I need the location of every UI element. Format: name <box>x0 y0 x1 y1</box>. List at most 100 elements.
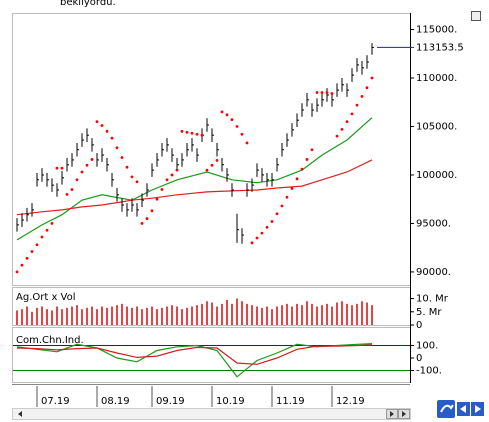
scrollbar[interactable] <box>12 408 411 420</box>
volume-bar <box>256 306 258 325</box>
y-tick-label: 10. Mr <box>416 294 449 305</box>
sar-dot <box>300 167 304 171</box>
volume-bar <box>81 309 83 325</box>
sar-dot <box>240 132 244 136</box>
volume-bar <box>246 303 248 325</box>
sar-dot <box>145 217 149 220</box>
sar-dot <box>345 120 349 124</box>
volume-bar <box>151 306 153 325</box>
sar-dot <box>225 113 229 117</box>
volume-bar <box>351 305 353 325</box>
x-tick-label: 10.19 <box>216 396 245 407</box>
sar-dot <box>120 156 124 159</box>
volume-bar <box>181 309 183 325</box>
sar-dot <box>280 204 284 208</box>
volume-bar <box>196 305 198 325</box>
sar-dot <box>180 129 184 133</box>
scroll-right[interactable] <box>390 411 394 417</box>
volume-bar <box>321 305 323 325</box>
sar-dot <box>235 125 239 128</box>
sar-dot <box>160 188 164 191</box>
sar-dot <box>315 91 319 94</box>
sar-dot <box>95 120 99 124</box>
sar-dot <box>125 165 129 169</box>
sar-dot <box>90 158 94 161</box>
sar-dot <box>255 236 259 240</box>
volume-bar <box>236 298 238 325</box>
x-tick-label: 12.19 <box>336 396 365 407</box>
y-tick-label: 5. Mr <box>416 307 442 318</box>
volume-bar <box>346 303 348 325</box>
sar-dot <box>220 110 224 114</box>
sar-dot <box>370 76 374 80</box>
panel-title: Ag.Ort x Vol <box>16 292 76 303</box>
volume-bar <box>156 309 158 325</box>
sar-dot <box>110 136 114 140</box>
sar-dot <box>245 141 249 145</box>
volume-bar <box>266 306 268 325</box>
x-tick-label: 08.19 <box>101 396 130 407</box>
sar-dot <box>55 166 59 170</box>
next-icon <box>475 405 481 413</box>
sar-dot <box>115 146 119 150</box>
sar-dot <box>140 222 144 225</box>
moving-average <box>16 159 373 216</box>
sar-dot <box>135 180 139 184</box>
y-tick-label: 95000. <box>416 218 451 229</box>
sar-dot <box>360 95 364 98</box>
volume-bar <box>26 306 28 325</box>
refresh-button[interactable] <box>437 400 455 418</box>
sar-dot <box>175 168 179 172</box>
refresh-icon <box>440 404 454 413</box>
volume-bar <box>186 307 188 325</box>
volume-bar <box>116 305 118 325</box>
volume-bar <box>96 309 98 325</box>
sar-dot <box>275 212 279 216</box>
sar-dot <box>210 163 214 167</box>
sar-dot <box>230 118 234 122</box>
sar-dot <box>200 133 204 137</box>
last-price-label: 113153.5 <box>416 42 464 53</box>
y-tick-label: 90000. <box>416 267 451 278</box>
volume-bar <box>126 306 128 325</box>
scroll-left[interactable] <box>18 411 22 417</box>
sar-dot <box>215 159 219 162</box>
sar-dot <box>45 228 49 232</box>
maximize-button[interactable] <box>471 11 481 21</box>
volume-bar <box>316 306 318 325</box>
volume-bar <box>121 303 123 325</box>
y-tick-label: 115000. <box>416 25 457 36</box>
oscillator-line <box>16 344 373 365</box>
sar-dot <box>320 91 324 94</box>
y-tick-label: -100. <box>416 366 442 377</box>
sar-dot <box>100 124 104 127</box>
sar-dot <box>30 250 34 253</box>
volume-bar <box>251 305 253 325</box>
volume-bar <box>341 301 343 325</box>
sar-dot <box>75 178 79 182</box>
volume-bar <box>46 309 48 325</box>
scroll-end <box>402 411 406 417</box>
y-tick-label: 105000. <box>416 121 457 132</box>
y-tick-label: 0 <box>416 320 422 331</box>
y-tick-label: 110000. <box>416 73 457 84</box>
volume-bar <box>161 307 163 325</box>
volume-bar <box>231 303 233 325</box>
sar-dot <box>195 132 199 136</box>
sar-dot <box>305 158 309 161</box>
sar-dot <box>165 178 169 182</box>
sar-dot <box>15 270 19 274</box>
volume-bar <box>216 306 218 325</box>
prev-icon <box>460 405 466 413</box>
volume-bar <box>241 301 243 325</box>
volume-bar <box>31 311 33 325</box>
sar-dot <box>20 263 24 267</box>
sar-dot <box>270 220 274 223</box>
volume-bar <box>371 305 373 325</box>
volume-bar <box>146 307 148 325</box>
y-tick-label: 0 <box>416 353 422 364</box>
sar-dot <box>350 112 354 116</box>
sar-dot <box>340 127 344 131</box>
sar-dot <box>130 175 134 179</box>
